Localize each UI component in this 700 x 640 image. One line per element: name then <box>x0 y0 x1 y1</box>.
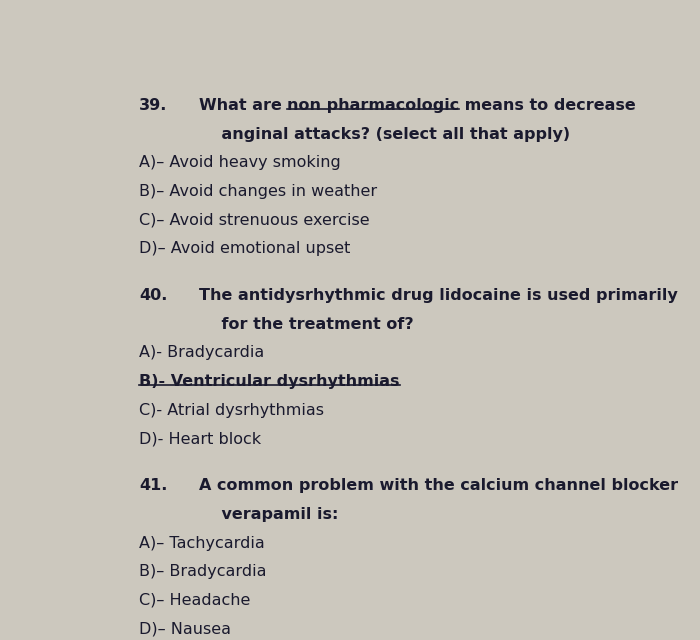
Text: B)- Ventricular dysrhythmias: B)- Ventricular dysrhythmias <box>139 374 400 389</box>
Text: A)– Tachycardia: A)– Tachycardia <box>139 536 265 550</box>
Text: B)– Avoid changes in weather: B)– Avoid changes in weather <box>139 184 377 199</box>
Text: The antidysrhythmic drug lidocaine is used primarily: The antidysrhythmic drug lidocaine is us… <box>199 288 678 303</box>
Text: A)– Avoid heavy smoking: A)– Avoid heavy smoking <box>139 155 341 170</box>
Text: D)– Avoid emotional upset: D)– Avoid emotional upset <box>139 241 351 256</box>
Text: for the treatment of?: for the treatment of? <box>199 317 413 332</box>
Text: What are: What are <box>199 98 287 113</box>
Text: means to decrease: means to decrease <box>459 98 636 113</box>
Text: C)– Avoid strenuous exercise: C)– Avoid strenuous exercise <box>139 212 370 227</box>
Text: anginal attacks? (select all that apply): anginal attacks? (select all that apply) <box>199 127 570 141</box>
Text: D)– Nausea: D)– Nausea <box>139 621 231 636</box>
Text: D)- Heart block: D)- Heart block <box>139 431 261 446</box>
Text: B)– Bradycardia: B)– Bradycardia <box>139 564 267 579</box>
Text: 41.: 41. <box>139 479 167 493</box>
Text: C)- Atrial dysrhythmias: C)- Atrial dysrhythmias <box>139 403 324 417</box>
Text: A)- Bradycardia: A)- Bradycardia <box>139 346 265 360</box>
Text: non pharmacologic: non pharmacologic <box>287 98 459 113</box>
Text: 39.: 39. <box>139 98 167 113</box>
Text: verapamil is:: verapamil is: <box>199 507 338 522</box>
Text: A common problem with the calcium channel blocker: A common problem with the calcium channe… <box>199 479 678 493</box>
Text: 40.: 40. <box>139 288 167 303</box>
Text: C)– Headache: C)– Headache <box>139 593 251 608</box>
